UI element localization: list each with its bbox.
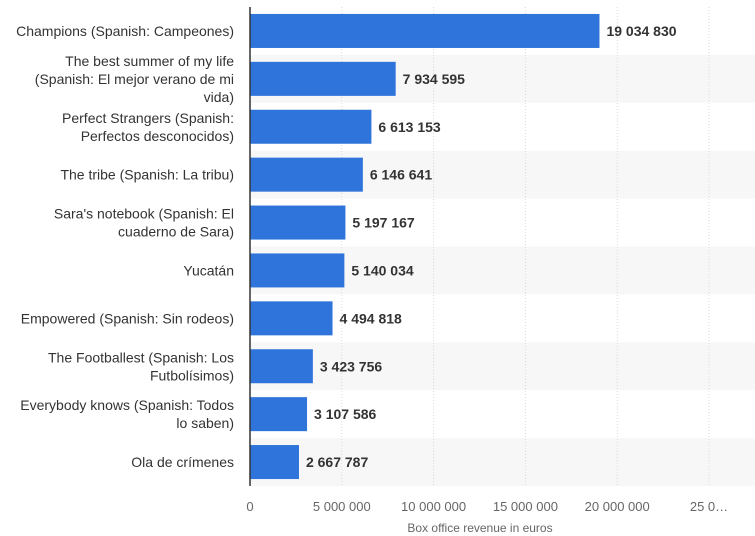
category-label-line: Empowered (Spanish: Sin rodeos) [21, 310, 234, 326]
category-label-line: Futbolísimos) [150, 367, 234, 383]
x-tick-label: 25 0… [690, 499, 728, 514]
row-stripe [250, 438, 755, 486]
category-labels: Champions (Spanish: Campeones) The best s… [16, 23, 234, 470]
category-label-line: (Spanish: El mejor verano de mi [35, 71, 234, 87]
x-axis-title: Box office revenue in euros [407, 521, 552, 535]
bar [250, 445, 299, 480]
value-label: 5 197 167 [352, 215, 414, 231]
category-label-line: Perfect Strangers (Spanish: [62, 110, 234, 126]
bar [250, 13, 600, 48]
category-label-line: The tribe (Spanish: La tribu) [60, 167, 234, 183]
value-label: 2 667 787 [306, 454, 368, 470]
value-label: 6 146 641 [370, 167, 432, 183]
value-label: 6 613 153 [378, 119, 440, 135]
bar [250, 61, 396, 96]
bar [250, 205, 346, 240]
category-label: Champions (Spanish: Campeones) [16, 23, 234, 39]
x-tick-label: 20 000 000 [585, 499, 650, 514]
value-label: 4 494 818 [340, 310, 402, 326]
x-tick-label: 10 000 000 [401, 499, 466, 514]
value-label: 19 034 830 [606, 23, 676, 39]
bar [250, 109, 372, 144]
category-label: The Footballest (Spanish: Los Futbolísimo… [48, 349, 234, 383]
category-label-line: Sara's notebook (Spanish: El [54, 206, 234, 222]
category-label-line: Perfectos desconocidos) [81, 128, 234, 144]
bar [250, 253, 345, 288]
value-label: 3 423 756 [320, 358, 382, 374]
category-label-line: Yucatán [183, 262, 234, 278]
category-label: Empowered (Spanish: Sin rodeos) [21, 310, 234, 326]
value-label: 3 107 586 [314, 406, 376, 422]
x-tick-label: 0 [246, 499, 253, 514]
category-label: The best summer of my life (Spanish: El m… [35, 53, 234, 105]
value-label: 5 140 034 [351, 262, 413, 278]
value-labels: 19 034 830 7 934 595 6 613 153 6 146 641 5 1… [306, 23, 677, 470]
category-label-line: lo saben) [176, 415, 234, 431]
category-label: Ola de crímenes [131, 454, 234, 470]
category-label-line: The best summer of my life [65, 53, 234, 69]
bar [250, 157, 363, 192]
category-label: Sara's notebook (Spanish: El cuaderno de … [54, 206, 234, 240]
bars [250, 13, 600, 480]
x-tick-label: 15 000 000 [493, 499, 558, 514]
category-label-line: The Footballest (Spanish: Los [48, 349, 234, 365]
category-label-line: Everybody knows (Spanish: Todos [20, 397, 234, 413]
category-label-line: Champions (Spanish: Campeones) [16, 23, 234, 39]
category-label: Yucatán [183, 262, 234, 278]
bar [250, 397, 308, 432]
value-label: 7 934 595 [403, 71, 465, 87]
gridlines [341, 7, 710, 486]
bar [250, 349, 313, 384]
category-label: Perfect Strangers (Spanish: Perfectos des… [62, 110, 234, 144]
category-label-line: cuaderno de Sara) [118, 224, 234, 240]
category-label-line: Ola de crímenes [131, 454, 234, 470]
row-stripes [250, 54, 755, 486]
x-axis-ticks: 0 5 000 000 10 000 000 15 000 000 20 000 000… [246, 499, 728, 514]
category-label: The tribe (Spanish: La tribu) [60, 167, 234, 183]
x-tick-label: 5 000 000 [313, 499, 371, 514]
bar [250, 301, 333, 336]
category-label: Everybody knows (Spanish: Todos lo saben) [20, 397, 234, 431]
row-stripe [250, 342, 755, 391]
category-label-line: vida) [204, 89, 234, 105]
